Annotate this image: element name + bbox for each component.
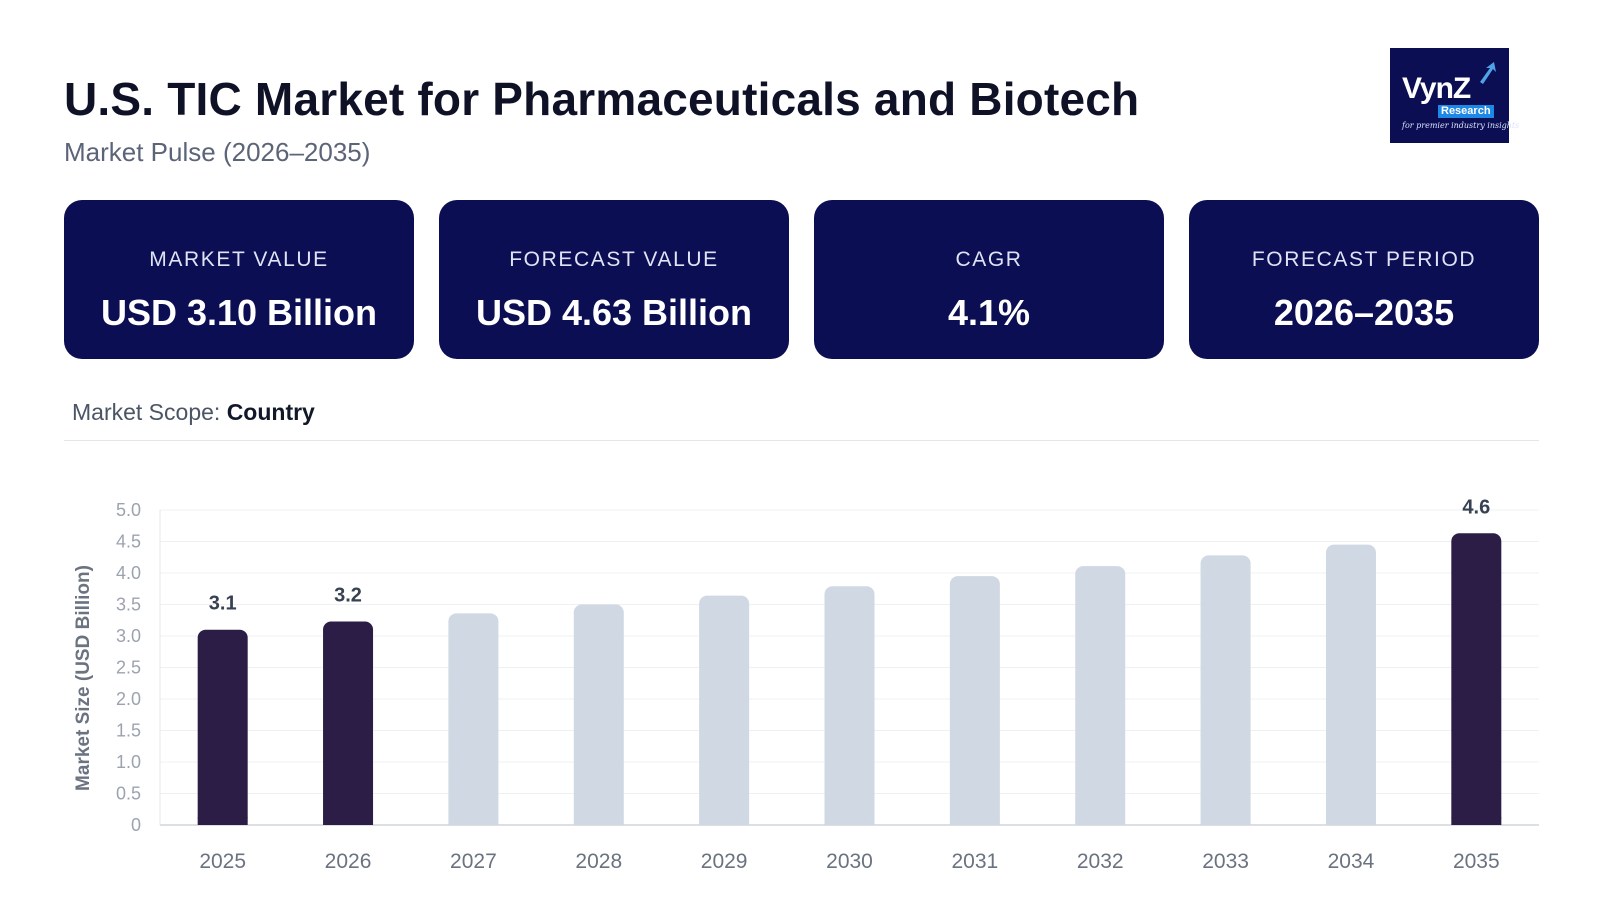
market-scope-value: Country (226, 399, 315, 425)
x-tick-label: 2033 (1202, 850, 1249, 873)
x-tick-label: 2032 (1077, 850, 1124, 873)
bars (197, 533, 1502, 825)
logo-subtext: Research (1438, 105, 1494, 118)
kpi-label: FORECAST VALUE (509, 248, 719, 271)
vynz-research-logo: VynZ Research for premier industry insig… (1390, 48, 1519, 143)
kpi-card-market-value: MARKET VALUE USD 3.10 Billion (64, 200, 414, 359)
bar-2034 (1325, 544, 1376, 825)
bar-2027 (448, 613, 499, 825)
market-size-bar-chart: 0 0.5 1.0 1.5 2.0 2.5 3.0 3.5 4.0 4.5 5.0 3.1 3.2 4.… (73, 496, 1539, 873)
x-tick-label: 2030 (826, 850, 873, 873)
page-title: U.S. TIC Market for Pharmaceuticals and … (64, 73, 1140, 125)
bar-2035 (1451, 533, 1502, 825)
bar-2026 (323, 621, 374, 825)
bar-base-2029 (699, 817, 750, 825)
logo-tagline: for premier industry insights (1402, 121, 1520, 130)
kpi-value: USD 3.10 Billion (100, 292, 378, 333)
y-tick-label: 4.0 (116, 563, 141, 583)
bar-base-2027 (448, 817, 499, 825)
bar-2032 (1075, 566, 1126, 825)
kpi-card-forecast-period: FORECAST PERIOD 2026–2035 (1189, 200, 1539, 359)
logo-wordmark: VynZ (1402, 72, 1471, 105)
y-tick-label: 2.5 (116, 658, 141, 678)
bar-base-2031 (949, 817, 1000, 825)
data-labels: 3.1 3.2 4.6 (209, 496, 1490, 614)
bar-2033 (1200, 555, 1251, 825)
bar-base-2026 (323, 817, 374, 825)
y-tick-label: 3.0 (116, 626, 141, 646)
bar-base-2033 (1200, 817, 1251, 825)
kpi-label: FORECAST PERIOD (1251, 248, 1477, 271)
bar-2028 (573, 604, 624, 825)
kpi-value: 2026–2035 (1273, 292, 1455, 333)
x-axis-ticks: 2025 2026 2027 2028 2029 2030 2031 2032 2033 2034… (199, 850, 1499, 873)
y-tick-label: 0 (131, 815, 141, 835)
bar-2030 (824, 586, 875, 825)
x-tick-label: 2025 (199, 850, 246, 873)
x-tick-label: 2027 (450, 850, 497, 873)
y-axis-ticks: 0 0.5 1.0 1.5 2.0 2.5 3.0 3.5 4.0 4.5 5.0 (116, 500, 141, 835)
bar-2025 (197, 629, 248, 825)
kpi-card-cagr: CAGR 4.1% (814, 200, 1164, 359)
y-axis-label: Market Size (USD Billion) (73, 565, 94, 791)
bar-base-2035 (1451, 817, 1502, 825)
kpi-label: MARKET VALUE (149, 248, 329, 271)
bar-base-2028 (573, 817, 624, 825)
y-tick-label: 5.0 (116, 500, 141, 520)
page-subtitle: Market Pulse (2026–2035) (64, 137, 371, 167)
market-scope: Market Scope: Country (72, 399, 315, 426)
market-scope-label: Market Scope: (72, 399, 221, 425)
x-tick-label: 2035 (1453, 850, 1500, 873)
x-tick-label: 2026 (325, 850, 372, 873)
bar-base-2032 (1075, 817, 1126, 825)
bar-base-2030 (824, 817, 875, 825)
kpi-cards: MARKET VALUE USD 3.10 Billion FORECAST V… (64, 200, 1539, 360)
x-tick-label: 2028 (575, 850, 622, 873)
data-label-2026: 3.2 (334, 585, 362, 607)
y-tick-label: 2.0 (116, 689, 141, 709)
y-tick-label: 4.5 (116, 532, 141, 552)
y-tick-label: 0.5 (116, 784, 141, 804)
x-tick-label: 2031 (952, 850, 999, 873)
bar-2029 (699, 595, 750, 825)
divider (64, 440, 1539, 441)
kpi-value: 4.1% (947, 292, 1031, 333)
x-tick-label: 2029 (701, 850, 748, 873)
y-tick-label: 1.0 (116, 752, 141, 772)
data-label-2025: 3.1 (209, 593, 237, 615)
kpi-card-forecast-value: FORECAST VALUE USD 4.63 Billion (439, 200, 789, 359)
data-label-2035: 4.6 (1462, 496, 1490, 518)
bar-base-2025 (197, 817, 248, 825)
kpi-label: CAGR (955, 248, 1023, 271)
y-tick-label: 1.5 (116, 721, 141, 741)
bar-base-2034 (1325, 817, 1376, 825)
y-tick-label: 3.5 (116, 595, 141, 615)
bar-2031 (949, 576, 1000, 825)
kpi-value: USD 4.63 Billion (475, 292, 753, 333)
arrow-up-right-icon (1480, 62, 1496, 84)
x-tick-label: 2034 (1328, 850, 1375, 873)
